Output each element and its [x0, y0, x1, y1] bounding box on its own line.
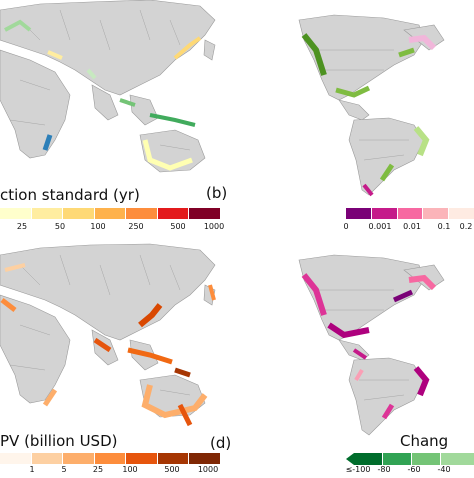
- colorbar-d-tick: -60: [407, 465, 421, 474]
- colorbar-c-tick: 500: [164, 465, 180, 474]
- colorbar-b-tick: 0.2: [459, 222, 473, 231]
- colorbar-b-bin: [423, 208, 450, 219]
- coastal-protection-segments: [4, 19, 202, 171]
- panel-b-map: [244, 0, 474, 200]
- panel-c-colorbar: [0, 453, 221, 464]
- colorbar-d-tick: -80: [377, 465, 391, 474]
- panel-a-colorbar-title: ction standard (yr): [0, 186, 140, 204]
- colorbar-c-bin: [31, 453, 64, 464]
- panel-b-colorbar-ticks: 0 0.001 0.01 0.1 0.2: [340, 223, 474, 235]
- colorbar-b-bin: [449, 208, 474, 219]
- colorbar-b-bin: [346, 208, 372, 219]
- colorbar-d-tick: -40: [437, 465, 451, 474]
- colorbar-c-bin: [63, 453, 95, 464]
- colorbar-c-tick: 100: [122, 465, 138, 474]
- map-world-eastern-hemisphere-c: [0, 243, 216, 427]
- colorbar-d-tick: ≤-100: [345, 465, 371, 474]
- colorbar-a-bin: [157, 208, 190, 219]
- npv-segments: [0, 263, 216, 427]
- colorbar-b-tick: 0: [343, 222, 349, 231]
- panel-c-map: [0, 240, 232, 430]
- panel-a-colorbar-ticks: 25 50 100 250 500 1000: [0, 223, 232, 235]
- colorbar-a-bin: [0, 208, 32, 219]
- colorbar-a-bin: [31, 208, 64, 219]
- panel-d-colorbar-ticks: ≤-100 -80 -60 -40: [344, 466, 474, 478]
- colorbar-a-tick: 500: [170, 222, 186, 231]
- colorbar-a-tick: 25: [16, 222, 28, 231]
- colorbar-c-bin: [189, 453, 221, 464]
- colorbar-a-bin: [189, 208, 221, 219]
- colorbar-a-bin: [63, 208, 95, 219]
- colorbar-a-tick: 50: [54, 222, 66, 231]
- colorbar-c-bin: [157, 453, 190, 464]
- colorbar-c-tick: 5: [61, 465, 67, 474]
- colorbar-a-bin: [94, 208, 127, 219]
- panel-d-label: (d): [210, 434, 232, 452]
- panel-b-colorbar: [346, 208, 474, 219]
- panel-b-label: (b): [206, 184, 228, 202]
- colorbar-c-bin: [94, 453, 127, 464]
- colorbar-b-tick: 0.001: [368, 222, 392, 231]
- colorbar-b-bin: [371, 208, 398, 219]
- panel-a-map: [0, 0, 232, 180]
- colorbar-c-tick: 25: [92, 465, 104, 474]
- protection-change-segments: [301, 33, 437, 197]
- colorbar-c-tick: 1: [29, 465, 35, 474]
- colorbar-c-bin: [126, 453, 158, 464]
- colorbar-b-bin: [397, 208, 424, 219]
- panel-a-colorbar: [0, 208, 221, 219]
- colorbar-c-bin: [0, 453, 32, 464]
- colorbar-a-bin: [126, 208, 158, 219]
- panel-d-colorbar-title: Chang: [400, 432, 449, 450]
- map-americas-d: [298, 254, 445, 436]
- colorbar-a-tick: 1000: [203, 222, 225, 231]
- change-segments: [301, 273, 437, 420]
- colorbar-b-tick: 0.1: [437, 222, 451, 231]
- map-world-eastern-hemisphere-a: [0, 0, 216, 173]
- panel-c-colorbar-ticks: 1 5 25 100 500 1000: [0, 466, 232, 478]
- colorbar-b-tick: 0.01: [403, 222, 421, 231]
- panel-d-map: [244, 240, 474, 440]
- map-americas-b: [298, 14, 445, 197]
- panel-d-colorbar-arrow: [346, 453, 474, 465]
- colorbar-c-tick: 1000: [197, 465, 219, 474]
- colorbar-a-tick: 250: [128, 222, 144, 231]
- colorbar-a-tick: 100: [90, 222, 106, 231]
- panel-c-colorbar-title: PV (billion USD): [0, 432, 118, 450]
